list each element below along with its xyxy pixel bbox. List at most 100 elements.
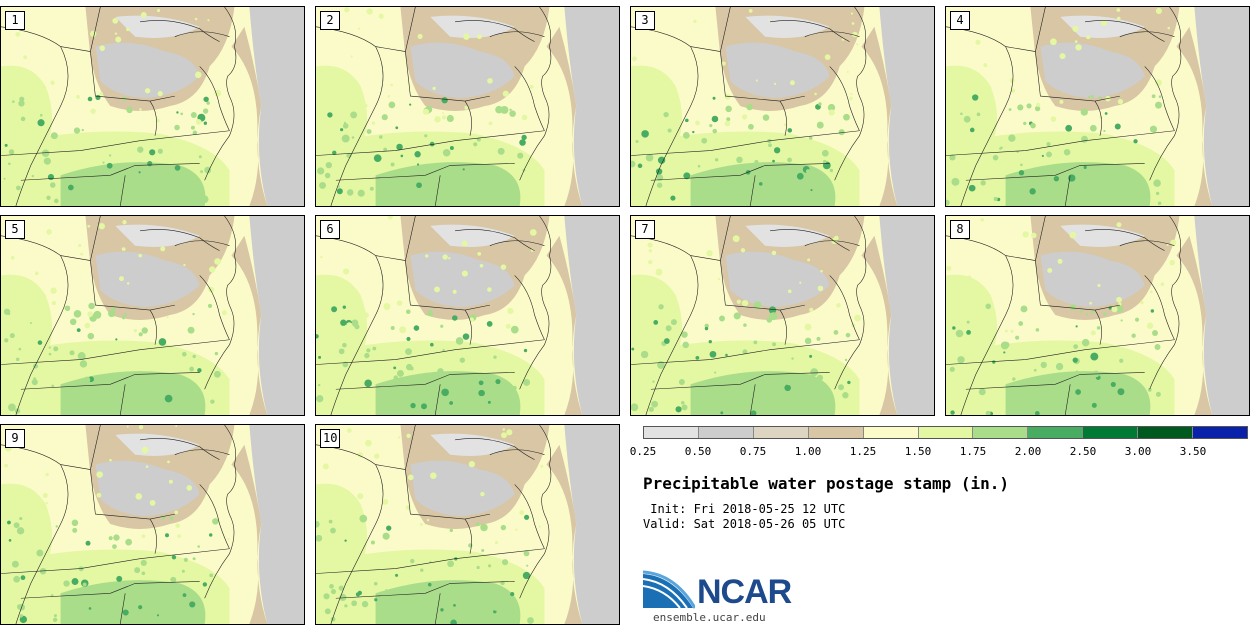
color-scale-tick-label: 1.00 — [794, 445, 822, 458]
precip-speckle — [697, 164, 701, 168]
precip-speckle — [1146, 322, 1154, 329]
state-border-line — [720, 7, 731, 52]
northern-driest-region — [115, 433, 200, 456]
member-number-label: 10 — [320, 429, 341, 448]
precip-speckle — [202, 108, 209, 114]
precip-speckle — [320, 255, 323, 259]
precip-speckle — [200, 195, 209, 204]
precip-speckle — [357, 27, 361, 30]
precip-speckle — [1031, 232, 1037, 239]
precip-speckle — [1046, 151, 1053, 158]
precip-speckle — [720, 411, 724, 415]
state-border-line — [316, 339, 545, 365]
precip-speckle — [771, 250, 777, 256]
precip-speckle — [48, 352, 52, 356]
precip-speckle — [523, 378, 531, 386]
precip-speckle — [706, 250, 713, 257]
precipitable-water-map — [946, 216, 1249, 415]
ocean-dry-region — [564, 216, 619, 415]
precip-speckle — [824, 177, 830, 183]
precip-speckle — [442, 148, 451, 157]
state-border-line — [174, 449, 230, 455]
state-border-line — [119, 175, 126, 206]
precip-speckle — [386, 525, 392, 531]
color-scale-bar — [643, 426, 1248, 439]
precip-speckle — [138, 253, 142, 258]
precip-speckle — [1033, 368, 1037, 372]
precip-speckle — [1103, 312, 1107, 316]
precip-speckle — [999, 147, 1002, 150]
precip-speckle — [1085, 313, 1088, 316]
precip-speckle — [473, 142, 478, 147]
precip-speckle — [346, 322, 353, 329]
precip-speckle — [856, 43, 859, 46]
precip-speckle — [440, 324, 444, 328]
precip-speckle — [378, 13, 384, 19]
precip-speckle — [177, 534, 182, 538]
precip-speckle — [983, 63, 988, 68]
precip-speckle — [1053, 176, 1060, 182]
precip-speckle — [96, 492, 102, 498]
precip-speckle — [502, 90, 509, 97]
precip-speckle — [1047, 376, 1051, 380]
precip-speckle — [768, 143, 772, 148]
precip-speckle — [656, 174, 664, 182]
precip-speckle — [156, 8, 161, 13]
state-border-line — [631, 26, 699, 206]
precip-speckle — [336, 188, 343, 195]
precip-speckle — [521, 114, 528, 121]
precip-speckle — [145, 465, 149, 468]
precip-speckle — [487, 400, 491, 404]
precip-speckle — [1160, 282, 1165, 286]
state-border-line — [140, 438, 220, 460]
precip-speckle — [1125, 174, 1132, 181]
precip-speckle — [50, 287, 57, 294]
precip-speckle — [156, 614, 160, 617]
precip-speckle — [464, 105, 469, 110]
precip-speckle — [125, 538, 133, 546]
precip-speckle — [329, 584, 334, 589]
precip-speckle — [818, 102, 822, 106]
precip-speckle — [481, 548, 485, 552]
precip-speckle — [126, 282, 130, 285]
precip-speckle — [31, 379, 38, 386]
precip-speckle — [796, 378, 804, 387]
precip-speckle — [683, 172, 691, 180]
precip-speckle — [809, 307, 814, 312]
precip-speckle — [81, 128, 84, 132]
precip-speckle — [946, 199, 950, 206]
precip-speckle — [440, 608, 444, 612]
precip-speckle — [340, 128, 344, 132]
precip-speckle — [968, 184, 976, 192]
precip-speckle — [126, 106, 133, 114]
precip-speckle — [657, 156, 666, 164]
precip-speckle — [182, 593, 187, 597]
precip-speckle — [682, 132, 690, 139]
state-border-line — [1035, 216, 1046, 261]
precip-speckle — [1072, 357, 1078, 363]
ensemble-url: ensemble.ucar.edu — [653, 611, 766, 624]
precip-speckle — [966, 330, 971, 335]
precip-speckle — [332, 150, 337, 156]
precipitable-water-map — [1, 7, 304, 206]
precip-speckle — [517, 152, 524, 159]
precip-speckle — [497, 147, 505, 155]
precip-speckle — [477, 251, 482, 256]
precip-speckle — [718, 277, 721, 281]
precip-speckle — [83, 383, 90, 391]
precip-speckle — [500, 106, 509, 114]
precip-speckle — [97, 170, 101, 174]
precip-speckle — [680, 400, 685, 405]
precip-speckle — [399, 326, 407, 334]
precip-speckle — [442, 112, 445, 115]
precip-speckle — [13, 575, 21, 583]
precipitable-water-map — [946, 7, 1249, 206]
precip-speckle — [361, 600, 369, 608]
precip-speckle — [838, 129, 845, 136]
precip-speckle — [49, 182, 56, 188]
state-border-line — [20, 163, 200, 181]
precip-speckle — [1167, 26, 1171, 30]
precip-speckle — [505, 323, 511, 329]
precip-speckle — [1117, 98, 1124, 105]
precip-speckle — [695, 355, 700, 360]
